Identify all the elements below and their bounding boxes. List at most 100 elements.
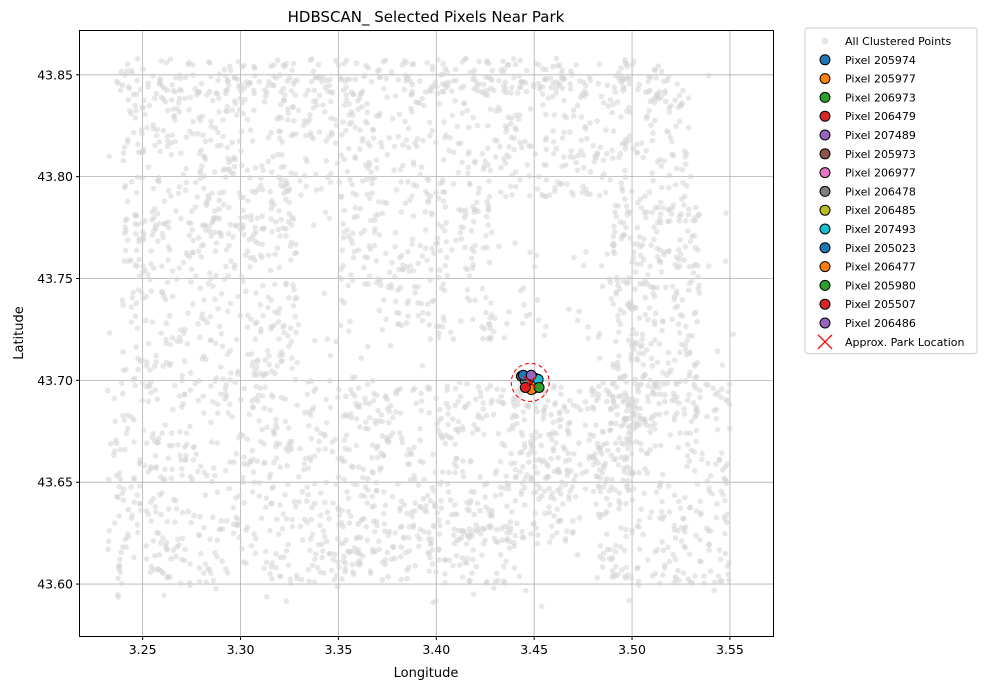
background-point <box>165 138 171 145</box>
background-point <box>723 210 729 216</box>
background-point <box>433 598 439 604</box>
background-point <box>272 281 278 288</box>
background-point <box>522 138 528 145</box>
background-point <box>427 497 434 504</box>
background-point <box>203 202 210 208</box>
background-point <box>426 568 433 575</box>
background-point <box>266 474 273 481</box>
background-point <box>438 498 444 504</box>
background-point <box>722 497 728 504</box>
background-point <box>274 363 281 369</box>
background-point <box>453 464 460 470</box>
park-radius-circle <box>510 362 550 402</box>
background-point <box>251 479 258 486</box>
background-point <box>136 235 142 242</box>
background-point <box>252 336 259 342</box>
background-point <box>500 58 506 64</box>
background-point <box>623 526 629 533</box>
background-point <box>475 426 481 433</box>
background-point <box>676 330 683 336</box>
background-point <box>251 63 257 70</box>
background-point <box>468 227 475 234</box>
background-point <box>595 483 601 489</box>
background-point <box>327 378 333 384</box>
background-point <box>208 233 215 239</box>
background-point <box>507 120 514 127</box>
background-point <box>545 95 552 101</box>
background-point <box>609 381 615 387</box>
background-point <box>713 461 719 468</box>
background-point <box>604 398 610 405</box>
background-point <box>407 197 413 203</box>
background-point <box>192 380 198 387</box>
background-point <box>655 63 661 69</box>
background-point <box>488 300 494 306</box>
background-point <box>274 516 280 523</box>
background-point <box>137 358 144 364</box>
background-point <box>476 58 482 65</box>
background-point <box>355 106 361 112</box>
background-point <box>427 193 434 199</box>
background-point <box>218 291 225 297</box>
background-point <box>318 490 324 496</box>
legend-swatch <box>819 204 831 216</box>
background-point <box>319 541 325 547</box>
background-point <box>220 376 226 382</box>
background-point <box>211 465 217 471</box>
background-point <box>371 242 378 249</box>
background-point <box>687 430 693 437</box>
legend-swatch <box>819 298 831 310</box>
background-point <box>208 123 214 130</box>
background-point <box>561 129 567 136</box>
background-point <box>309 562 316 569</box>
background-point <box>176 184 183 190</box>
background-point <box>276 336 282 342</box>
background-point <box>183 134 190 140</box>
background-point <box>512 61 519 68</box>
background-point <box>404 575 410 582</box>
y-axis-label: Latitude <box>12 306 27 360</box>
background-point <box>218 233 224 239</box>
background-point <box>405 534 412 541</box>
background-point <box>269 485 275 492</box>
background-point <box>543 323 549 330</box>
background-point <box>402 200 409 207</box>
background-point <box>657 515 663 521</box>
background-point <box>142 111 148 117</box>
background-point <box>374 165 380 171</box>
background-point <box>677 505 684 512</box>
background-point <box>459 468 466 475</box>
background-point <box>173 276 180 283</box>
background-point <box>368 79 375 85</box>
background-point <box>379 144 385 150</box>
background-point <box>455 169 462 176</box>
background-point <box>662 90 668 96</box>
background-point <box>360 466 367 473</box>
background-point <box>382 557 389 563</box>
background-point <box>305 87 312 94</box>
background-point <box>574 317 581 324</box>
background-point <box>471 511 478 518</box>
background-point <box>308 435 315 442</box>
background-point <box>118 380 125 387</box>
background-point <box>459 424 466 430</box>
background-point <box>453 237 459 244</box>
background-point <box>361 264 367 271</box>
background-point <box>638 140 645 146</box>
background-point <box>687 173 694 180</box>
background-point <box>140 263 146 269</box>
background-point <box>672 181 679 188</box>
background-point <box>252 238 258 244</box>
background-point <box>442 580 448 586</box>
background-point <box>647 429 653 435</box>
background-point <box>525 459 532 466</box>
background-point <box>143 363 150 369</box>
background-point <box>517 450 523 456</box>
background-point <box>688 418 695 425</box>
background-point <box>553 430 560 437</box>
background-point <box>159 490 165 496</box>
legend-label: Pixel 206977 <box>845 167 916 180</box>
background-point <box>226 242 232 249</box>
background-point <box>699 450 705 457</box>
background-point <box>424 384 431 390</box>
